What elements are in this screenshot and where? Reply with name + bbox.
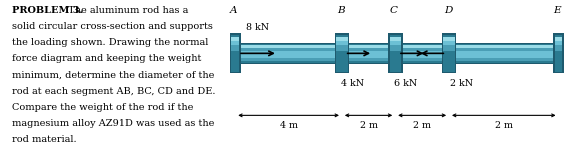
- Bar: [336, 38, 348, 45]
- Text: 4 kN: 4 kN: [341, 79, 364, 88]
- Text: Compare the weight of the rod if the: Compare the weight of the rod if the: [12, 103, 194, 112]
- Text: C: C: [390, 6, 398, 15]
- Bar: [390, 42, 401, 52]
- Bar: [443, 38, 455, 45]
- Bar: [231, 42, 239, 52]
- Text: 6 kN: 6 kN: [394, 79, 417, 88]
- Bar: [231, 35, 239, 72]
- Bar: [235, 45, 558, 48]
- Text: A: A: [230, 6, 238, 15]
- Text: rod at each segment AB, BC, CD and DE.: rod at each segment AB, BC, CD and DE.: [12, 87, 216, 95]
- Text: force diagram and keeping the weight: force diagram and keeping the weight: [12, 54, 202, 63]
- Text: D: D: [444, 6, 452, 15]
- Bar: [231, 38, 239, 45]
- Text: 2 kN: 2 kN: [450, 79, 473, 88]
- Text: 8 kN: 8 kN: [246, 23, 269, 32]
- Bar: [231, 37, 239, 41]
- Bar: [388, 33, 403, 73]
- Bar: [555, 37, 562, 41]
- Bar: [390, 35, 401, 72]
- Bar: [390, 38, 401, 45]
- Bar: [235, 44, 558, 63]
- Bar: [235, 51, 558, 58]
- Bar: [335, 33, 349, 73]
- Text: solid circular cross-section and supports: solid circular cross-section and support…: [12, 22, 213, 31]
- Text: minimum, determine the diameter of the: minimum, determine the diameter of the: [12, 70, 215, 79]
- Text: 4 m: 4 m: [280, 121, 298, 130]
- Bar: [443, 42, 455, 52]
- Bar: [553, 33, 564, 73]
- Text: The aluminum rod has a: The aluminum rod has a: [65, 6, 188, 15]
- Text: 2 m: 2 m: [413, 121, 431, 130]
- Text: E: E: [553, 6, 561, 15]
- Text: 2 m: 2 m: [495, 121, 513, 130]
- Bar: [230, 33, 241, 73]
- Bar: [443, 37, 455, 41]
- Text: magnesium alloy AZ91D was used as the: magnesium alloy AZ91D was used as the: [12, 119, 215, 128]
- Bar: [555, 35, 562, 72]
- Text: 2 m: 2 m: [359, 121, 378, 130]
- Bar: [390, 37, 401, 41]
- Bar: [442, 33, 456, 73]
- Bar: [443, 35, 455, 72]
- Bar: [336, 42, 348, 52]
- Text: the loading shown. Drawing the normal: the loading shown. Drawing the normal: [12, 38, 209, 47]
- Bar: [235, 46, 558, 61]
- Bar: [555, 38, 562, 45]
- Bar: [555, 42, 562, 52]
- Bar: [336, 35, 348, 72]
- Bar: [235, 42, 558, 64]
- Text: PROBLEM 3.: PROBLEM 3.: [12, 6, 83, 15]
- Bar: [336, 37, 348, 41]
- Text: B: B: [337, 6, 345, 15]
- Text: rod material.: rod material.: [12, 135, 77, 144]
